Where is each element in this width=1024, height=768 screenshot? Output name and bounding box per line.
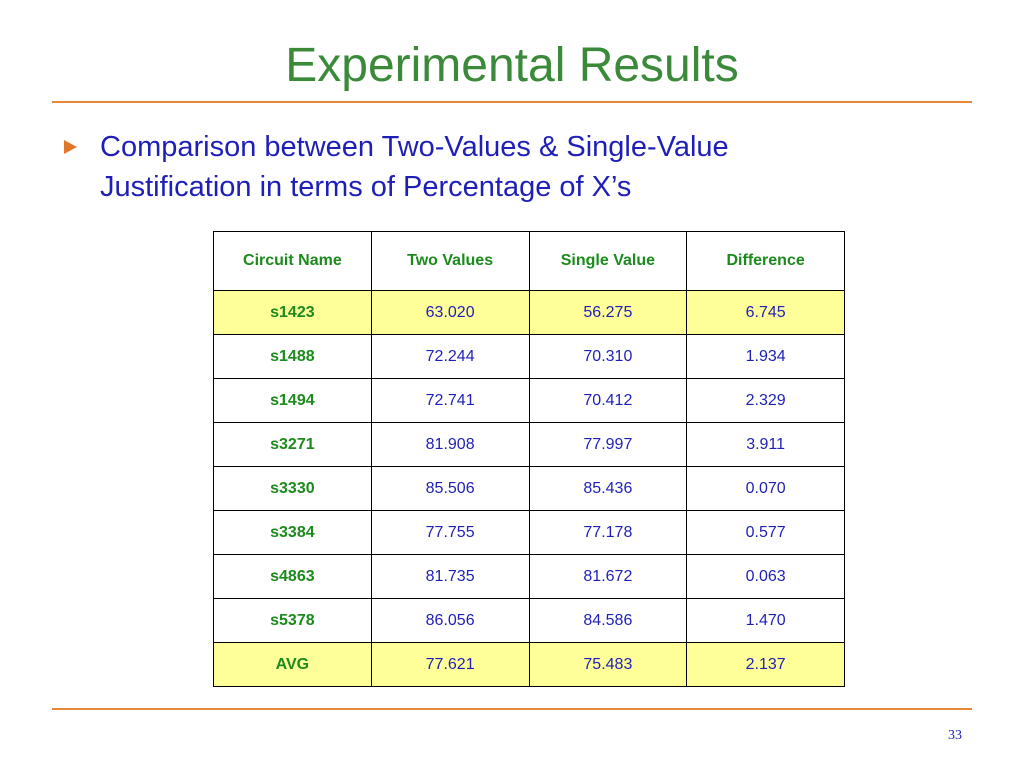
results-table: Circuit Name Two Values Single Value Differ… [213, 231, 845, 687]
cell: 81.908 [370, 422, 530, 467]
cell: 77.997 [528, 422, 688, 467]
bullet: Comparison between Two-Values & Single-V… [100, 127, 729, 207]
cell: 63.020 [370, 290, 530, 335]
cell: 77.621 [370, 642, 530, 687]
cell: 72.244 [370, 334, 530, 379]
table-row: s5378 86.056 84.586 1.470 [213, 598, 845, 643]
circuit-name: AVG [213, 642, 372, 687]
cell: 81.735 [370, 554, 530, 599]
table-row: s3384 77.755 77.178 0.577 [213, 510, 845, 555]
cell: 77.178 [528, 510, 688, 555]
header-cell: Two Values [370, 231, 530, 291]
table-row: s3271 81.908 77.997 3.911 [213, 422, 845, 467]
rule [52, 101, 972, 103]
cell: 0.070 [686, 466, 845, 511]
header-cell: Difference [686, 231, 845, 291]
cell: 2.329 [686, 378, 845, 423]
page-number: 33 [948, 728, 962, 743]
circuit-name: s3384 [213, 510, 372, 555]
header-cell: Circuit Name [213, 231, 372, 291]
cell: 2.137 [686, 642, 845, 687]
cell: 70.412 [528, 378, 688, 423]
bullet-marker [64, 140, 77, 154]
cell: 3.911 [686, 422, 845, 467]
cell: 72.741 [370, 378, 530, 423]
cell: 75.483 [528, 642, 688, 687]
cell: 77.755 [370, 510, 530, 555]
circuit-name: s1423 [213, 290, 372, 335]
bullet-line: Justification in terms of Percentage of … [100, 171, 632, 203]
header-row: Circuit Name Two Values Single Value Differ… [213, 231, 845, 291]
cell: 0.063 [686, 554, 845, 599]
header-cell: Single Value [528, 231, 688, 291]
table-row: s4863 81.735 81.672 0.063 [213, 554, 845, 599]
bullet-line: Comparison between Two-Values & Single-V… [100, 131, 729, 163]
circuit-name: s5378 [213, 598, 372, 643]
cell: 85.506 [370, 466, 530, 511]
table-row: s1488 72.244 70.310 1.934 [213, 334, 845, 379]
cell: 1.470 [686, 598, 845, 643]
cell: 0.577 [686, 510, 845, 555]
cell: 6.745 [686, 290, 845, 335]
circuit-name: s3271 [213, 422, 372, 467]
cell: 86.056 [370, 598, 530, 643]
cell: 56.275 [528, 290, 688, 335]
table-row: s1494 72.741 70.412 2.329 [213, 378, 845, 423]
table-row: s1423 63.020 56.275 6.745 [213, 290, 845, 335]
table-row: AVG 77.621 75.483 2.137 [213, 642, 845, 687]
cell: 84.586 [528, 598, 688, 643]
circuit-name: s1494 [213, 378, 372, 423]
table-row: s3330 85.506 85.436 0.070 [213, 466, 845, 511]
circuit-name: s1488 [213, 334, 372, 379]
rule [52, 708, 972, 710]
cell: 1.934 [686, 334, 845, 379]
cell: 85.436 [528, 466, 688, 511]
circuit-name: s4863 [213, 554, 372, 599]
cell: 81.672 [528, 554, 688, 599]
circuit-name: s3330 [213, 466, 372, 511]
slide-title: Experimental Results [285, 39, 739, 92]
cell: 70.310 [528, 334, 688, 379]
